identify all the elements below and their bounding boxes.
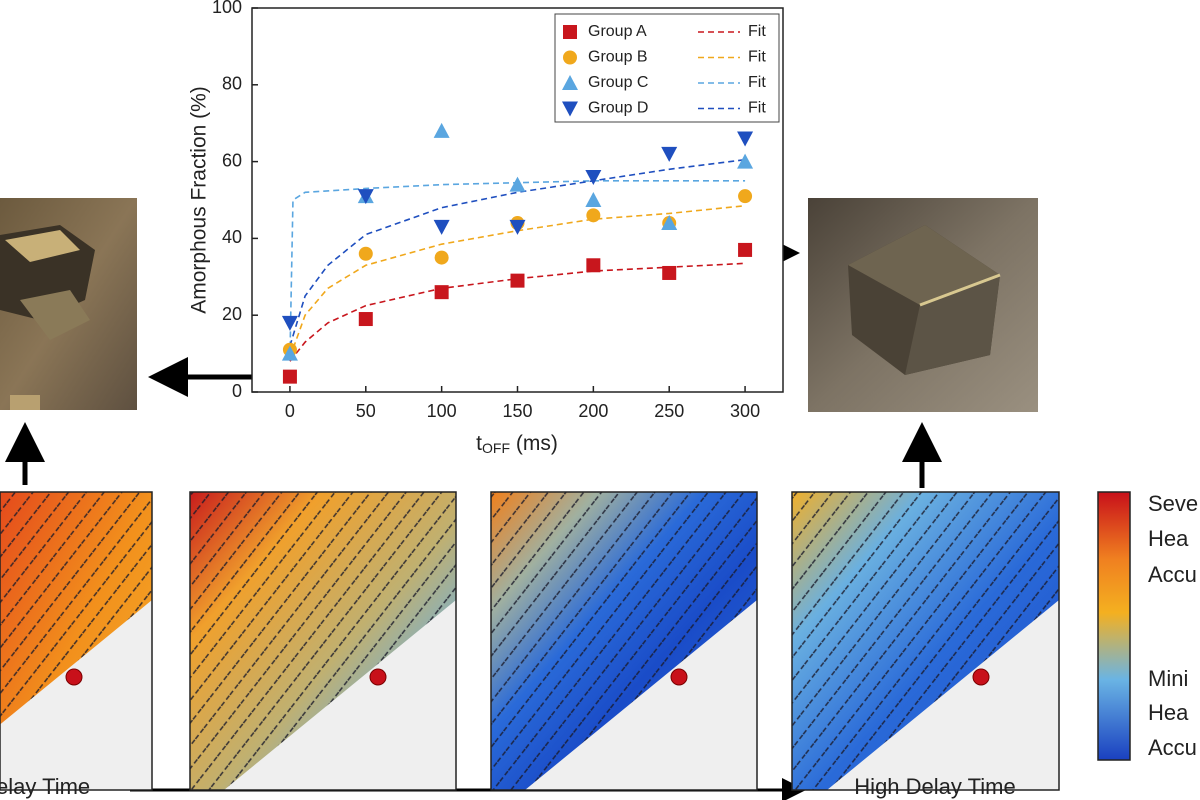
heatmap-empty <box>827 600 1059 790</box>
point <box>357 189 374 205</box>
x-tick-label: 150 <box>502 401 532 421</box>
point <box>563 50 577 65</box>
legend-label: Fit <box>748 74 766 91</box>
point <box>434 285 449 300</box>
point <box>562 75 578 90</box>
legend-label: Fit <box>748 100 766 117</box>
x-label-rest: (ms) <box>510 432 558 455</box>
point <box>434 250 449 265</box>
point <box>509 176 526 192</box>
heatmap <box>189 491 457 791</box>
colorbar-labels: Seve Hea Accu Mini Hea Accu <box>1148 491 1198 760</box>
x-tick-label: 250 <box>654 401 684 421</box>
point <box>433 122 450 138</box>
heatmap-border <box>189 491 457 791</box>
legend-label: Fit <box>748 49 766 66</box>
heatmap <box>0 491 153 791</box>
point <box>737 131 754 147</box>
point <box>358 312 373 327</box>
y-tick-label: 80 <box>222 74 242 94</box>
x-tick-label: 50 <box>356 401 376 421</box>
point <box>281 315 298 331</box>
y-tick-label: 40 <box>222 227 242 247</box>
colorbar <box>1097 491 1131 761</box>
point <box>282 369 297 384</box>
heatmap-border <box>490 491 758 791</box>
point <box>585 169 602 185</box>
legend-label: Fit <box>748 23 766 40</box>
y-tick-label: 100 <box>212 0 242 17</box>
point <box>510 273 525 288</box>
point <box>738 189 753 204</box>
heatmap <box>490 491 758 791</box>
bottom-label: High Delay Time <box>854 774 1015 799</box>
colorbar-label: Seve <box>1148 491 1198 516</box>
point <box>433 219 450 235</box>
point <box>281 345 298 361</box>
x-tick-label: 100 <box>427 401 457 421</box>
y-tick-label: 20 <box>222 304 242 324</box>
heatmap <box>791 491 1060 791</box>
point <box>662 265 677 280</box>
heatmap-panels <box>0 491 1060 791</box>
y-tick-label: 0 <box>232 381 242 401</box>
point <box>509 219 526 235</box>
colorbar-label: Accu <box>1148 735 1197 760</box>
legend-box <box>554 13 780 123</box>
heatmap-empty <box>224 600 456 790</box>
point <box>358 246 373 261</box>
x-axis-label: tOFF (ms) <box>476 432 558 456</box>
x-label-sub: OFF <box>482 440 510 456</box>
point <box>562 101 578 117</box>
bottom-label: elay Time <box>0 774 90 799</box>
point <box>563 25 577 39</box>
heatmap-border <box>791 491 1060 791</box>
colorbar-label: Hea <box>1148 700 1189 725</box>
point <box>737 153 754 169</box>
x-tick-label: 300 <box>730 401 760 421</box>
point <box>585 192 602 207</box>
point <box>661 146 678 162</box>
chart: Amorphous Fraction (%) tOFF (ms) 0 20 40 60… <box>188 0 784 456</box>
point <box>586 258 601 273</box>
y-tick-label: 60 <box>222 150 242 170</box>
point <box>738 242 753 257</box>
marker-dot <box>972 668 990 686</box>
legend-label: Group A <box>588 23 647 40</box>
legend-label: Group C <box>588 74 648 91</box>
colorbar-label: Hea <box>1148 526 1189 551</box>
colorbar-label: Accu <box>1148 562 1197 587</box>
point <box>586 208 601 223</box>
fit-line <box>289 158 746 347</box>
fit-line <box>289 204 746 358</box>
legend-label: Group D <box>588 100 648 117</box>
heatmap-empty <box>525 600 757 790</box>
heatmap-border <box>0 491 153 791</box>
photo-right <box>808 198 1038 412</box>
x-tick-label: 200 <box>578 401 608 421</box>
legend-label: Group B <box>588 49 648 66</box>
photo-left <box>0 198 137 410</box>
spacer <box>0 0 1 1</box>
marker-dot <box>670 668 688 686</box>
legend: Group A Fit Group B Fit Group C Fit Group D Fit <box>554 13 780 123</box>
x-label-base: t <box>476 432 482 455</box>
x-tick-label: 0 <box>285 401 295 421</box>
point <box>661 215 678 231</box>
colorbar-label: Mini <box>1148 666 1188 691</box>
marker-dot <box>369 668 387 686</box>
heatmap-empty <box>0 600 152 790</box>
marker-dot <box>65 668 83 686</box>
y-axis-label: Amorphous Fraction (%) <box>188 86 211 314</box>
